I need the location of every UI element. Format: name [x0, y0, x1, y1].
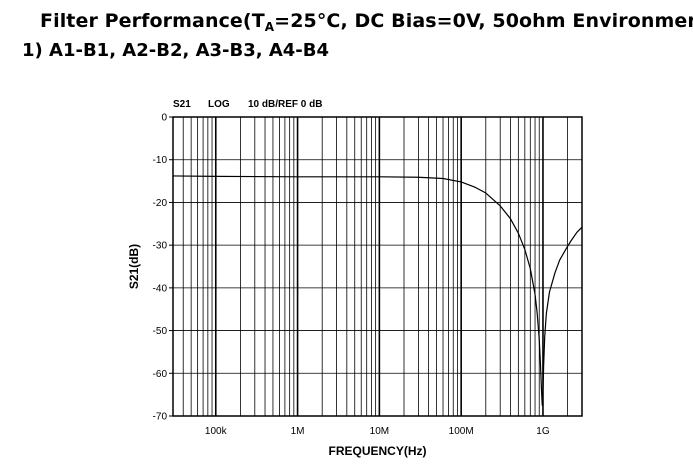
x-tick-label: 1G: [536, 426, 550, 437]
header-param: S21: [173, 99, 191, 110]
plot-frame: [172, 116, 583, 417]
heading-suffix: =25°C, DC Bias=0V, 50ohm Environment): [274, 10, 693, 32]
x-tick-label: 100k: [205, 426, 228, 437]
x-tick-label: 1M: [291, 426, 305, 437]
page-heading: Filter Performance(TA=25°C, DC Bias=0V, …: [40, 10, 693, 34]
y-tick-label: -20: [153, 198, 168, 209]
y-axis-label: S21(dB): [127, 244, 141, 289]
series-layer: [172, 175, 583, 406]
heading-prefix: Filter Performance(T: [40, 10, 265, 32]
x-tick-label: 10M: [370, 426, 389, 437]
grid: [173, 116, 582, 417]
y-tick-label: -40: [153, 283, 168, 294]
y-tick-label: -10: [153, 155, 168, 166]
y-tick-label: -70: [153, 412, 168, 423]
y-tick-label: -30: [153, 241, 168, 252]
axis-ticks: 0 -10 -20 -30 -40 -50 -60 -70 100k 1M 10M 100M 1G: [153, 113, 550, 438]
y-tick-label: 0: [161, 113, 167, 124]
y-tick-label: -60: [153, 369, 168, 380]
series-line: [172, 175, 583, 406]
chart-header: S21 LOG 10 dB/REF 0 dB: [173, 99, 322, 110]
heading-subscript: A: [264, 20, 275, 34]
x-axis-label: FREQUENCY(Hz): [329, 444, 427, 458]
x-tick-label: 100M: [449, 426, 474, 437]
header-format: LOG: [208, 99, 230, 110]
y-tick-label: -50: [153, 326, 168, 337]
page-subheading: 1) A1-B1, A2-B2, A3-B3, A4-B4: [22, 40, 330, 61]
header-scale: 10 dB/REF 0 dB: [248, 99, 322, 110]
